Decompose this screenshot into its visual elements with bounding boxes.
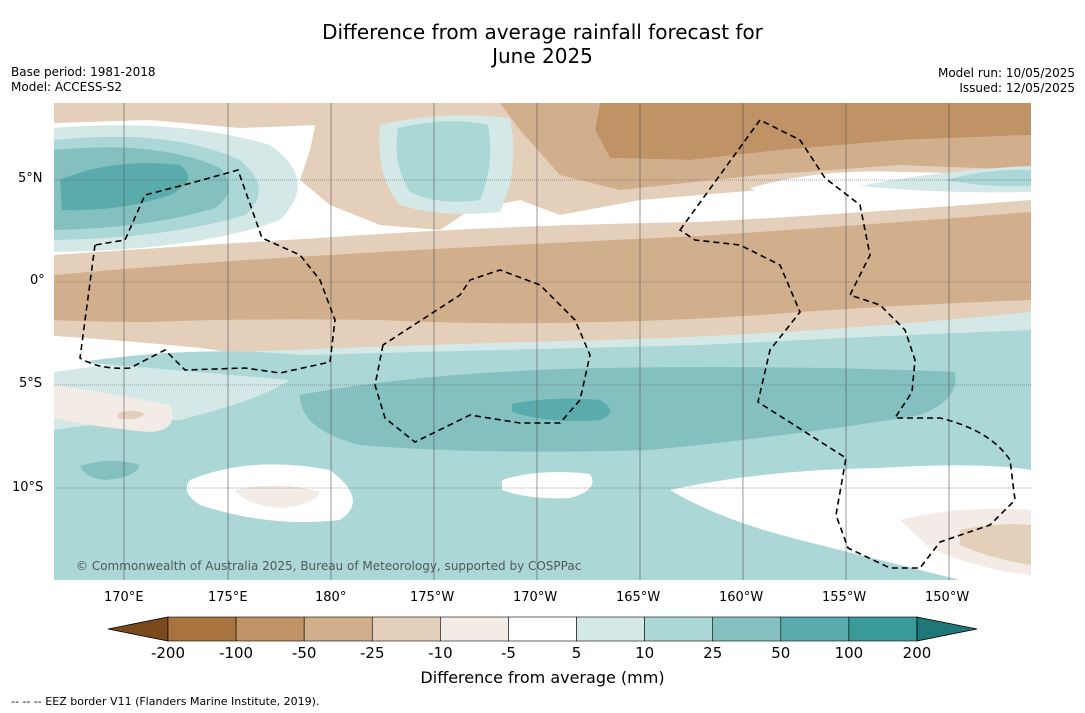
colorbar-tick-label: -50 [292, 644, 317, 662]
colorbar-swatch [644, 616, 714, 642]
colorbar-swatch [712, 616, 782, 642]
x-tick-155w: 155°W [822, 590, 867, 605]
x-tick-150w: 150°W [925, 590, 970, 605]
colorbar-swatch [235, 616, 305, 642]
colorbar-swatch [780, 616, 850, 642]
colorbar-tick-label: 25 [703, 644, 722, 662]
colorbar-swatch [371, 616, 441, 642]
colorbar-tick-label: -10 [428, 644, 453, 662]
x-tick-170w: 170°W [513, 590, 558, 605]
y-tick-5s: 5°S [19, 376, 43, 391]
model-run: Model run: 10/05/2025 [937, 66, 1075, 80]
x-tick-175w: 175°W [410, 590, 455, 605]
colorbar-tick-label: -100 [219, 644, 253, 662]
colorbar-swatch [167, 616, 237, 642]
title-line-1: Difference from average rainfall forecas… [322, 20, 763, 44]
field-north-mid [500, 103, 1031, 190]
colorbar-extend-high [916, 616, 978, 642]
colorbar-swatch [303, 616, 373, 642]
issued-date: Issued: 12/05/2025 [959, 81, 1075, 95]
meta-left: Base period: 1981-2018 Model: ACCESS-S2 [11, 65, 156, 95]
field-eq-mid [54, 212, 1031, 324]
colorbar-label: Difference from average (mm) [420, 668, 665, 687]
field-south-teal-dark [512, 398, 610, 421]
y-tick-0: 0° [30, 273, 45, 288]
base-period: Base period: 1981-2018 [11, 65, 156, 79]
colorbar-tick-label: -200 [151, 644, 185, 662]
colorbar-tick-label: -25 [360, 644, 385, 662]
colorbar-tick-label: 50 [771, 644, 790, 662]
x-tick-165w: 165°W [616, 590, 661, 605]
x-tick-170e: 170°E [104, 590, 144, 605]
chart-title: Difference from average rainfall forecas… [0, 20, 1085, 68]
meta-right: Model run: 10/05/2025 Issued: 12/05/2025 [938, 66, 1075, 96]
field-sc-white [502, 472, 593, 499]
eez-footnote: -- -- -- EEZ border V11 (Flanders Marine… [11, 695, 320, 708]
colorbar-tick-label: 5 [572, 644, 582, 662]
eez-border-central [374, 269, 591, 443]
colorbar-tick-label: 100 [835, 644, 864, 662]
colorbar-swatch [576, 616, 645, 642]
field-ne-teal2 [945, 169, 1031, 187]
colorbar-tick-label: 200 [903, 644, 932, 662]
x-tick-160w: 160°W [719, 590, 764, 605]
field-nc-teal [396, 121, 491, 202]
copyright-text: © Commonwealth of Australia 2025, Bureau… [76, 559, 581, 573]
title-line-2: June 2025 [492, 44, 593, 68]
eez-borders [79, 118, 1016, 569]
field-north-dark [595, 103, 1031, 160]
colorbar-swatch [440, 616, 509, 642]
colorbar-swatch [848, 616, 918, 642]
map-field [54, 103, 1031, 580]
eez-border-east [678, 118, 1016, 569]
field-south-teal-mid [300, 367, 956, 452]
colorbar: -200 -100 -50 -25 -10 -5 5 10 25 50 100 200 [107, 616, 978, 662]
colorbar-tick-label: -5 [501, 644, 516, 662]
y-tick-10s: 10°S [12, 480, 44, 495]
model-name: Model: ACCESS-S2 [11, 80, 123, 94]
field-se-brown-dark [960, 524, 1031, 565]
field-sw-brown [235, 485, 320, 508]
grid-lines [54, 179, 1031, 489]
field-w-brown-dot [118, 410, 145, 420]
x-tick-180: 180° [315, 590, 347, 605]
y-tick-5n: 5°N [18, 171, 43, 186]
colorbar-tick-label: 10 [635, 644, 654, 662]
colorbar-swatch [508, 616, 577, 642]
x-tick-175e: 175°E [208, 590, 248, 605]
field-sw-teal [80, 460, 140, 480]
colorbar-extend-low [107, 616, 169, 642]
field-nw-brown [54, 103, 340, 128]
field-w-brown [54, 385, 173, 432]
grid-meridians [123, 103, 950, 580]
